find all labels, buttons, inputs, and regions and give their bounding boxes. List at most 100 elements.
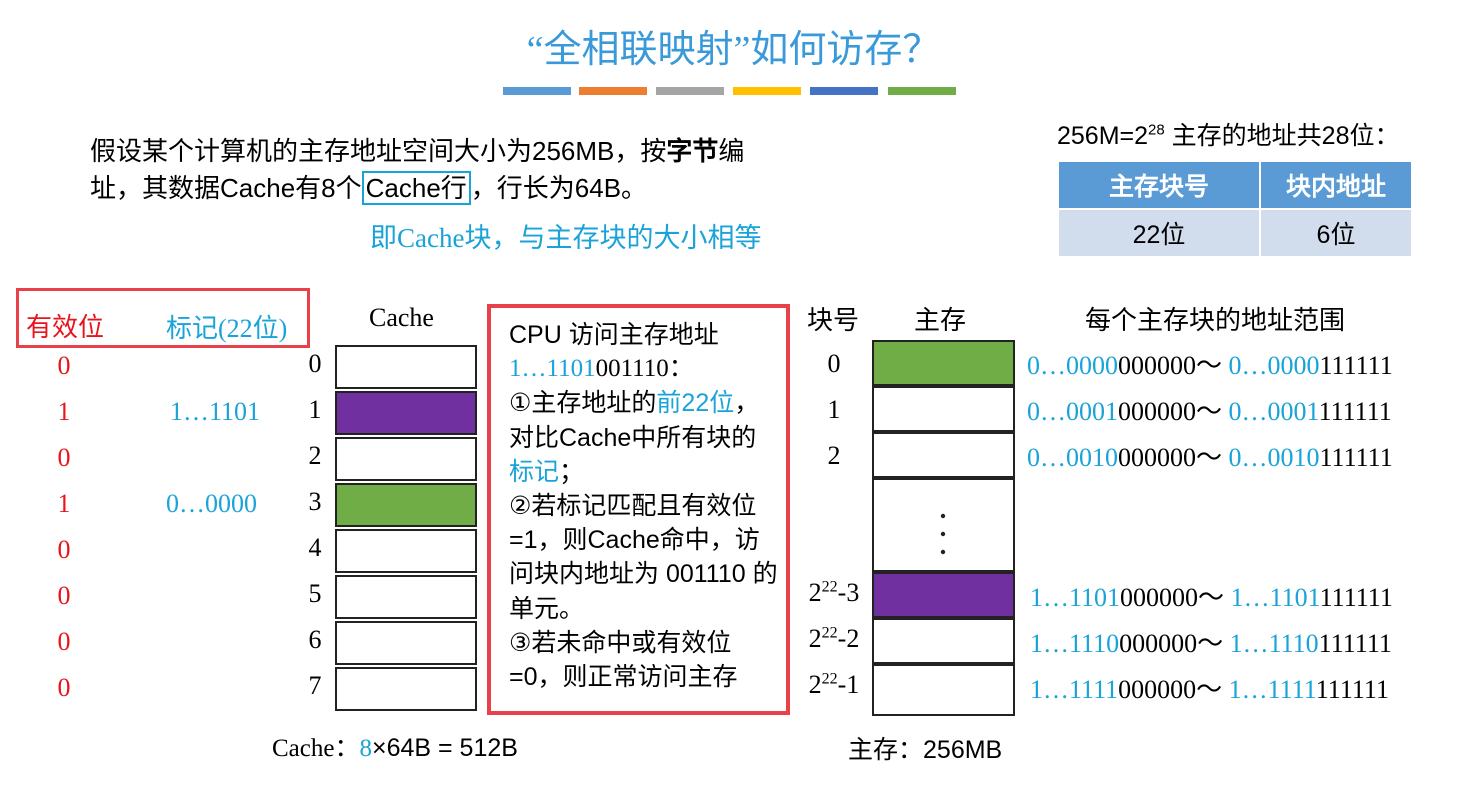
cache-line-highlight: Cache行 xyxy=(361,171,471,205)
range-part: 111111 xyxy=(1319,397,1392,426)
step-1-highlight: 前22位 xyxy=(656,389,735,418)
cache-line-index: 6 xyxy=(308,625,322,654)
valid-bit: 0 xyxy=(57,581,71,610)
block-number-header: 块号 xyxy=(807,306,860,335)
range-part: 0…0010 xyxy=(1027,443,1118,472)
memory-block xyxy=(872,432,1015,478)
intro-line-2-a: 址，其数据Cache有8个 xyxy=(90,173,362,203)
address-range: 0…0010000000～ 0…0010111111 xyxy=(1027,437,1393,474)
memory-block xyxy=(872,340,1015,386)
step-1-c: ； xyxy=(559,457,585,486)
block-number-base: 2 xyxy=(808,670,822,699)
valid-bit: 0 xyxy=(57,627,71,656)
cache-line xyxy=(335,575,477,619)
valid-bit: 0 xyxy=(57,443,71,472)
block-number: 1 xyxy=(796,395,872,425)
cpu-address-tag: 1…1101 xyxy=(509,355,596,383)
intro-line-1-a: 假设某个计算机的主存地址空间大小为256MB，按 xyxy=(90,136,667,166)
memory-size-value: 256MB xyxy=(923,736,1003,764)
valid-bit: 0 xyxy=(57,673,71,702)
range-part: 0…0010 xyxy=(1228,443,1320,472)
range-part: 111111 xyxy=(1319,351,1393,380)
address-range: 0…0000000000～ 0…0000111111 xyxy=(1027,345,1393,382)
range-part: 000000～ xyxy=(1118,443,1229,472)
value-block-number: 22位 xyxy=(1057,208,1261,258)
block-number-base: 2 xyxy=(808,578,822,607)
cpu-step-2: ②若标记匹配且有效位=1，则Cache命中，访问块内地址为 001110 的单元… xyxy=(509,492,778,623)
range-part: 1…1111 xyxy=(1228,675,1317,704)
cache-line xyxy=(335,621,477,665)
block-number-base: 2 xyxy=(808,624,822,653)
cache-size-count: 8 xyxy=(359,735,372,762)
range-part: 111111 xyxy=(1319,443,1393,472)
address-range: 0…0001000000～ 0…0001111111 xyxy=(1027,391,1392,428)
block-number-suffix: -1 xyxy=(837,670,860,699)
block-number-suffix: -2 xyxy=(837,624,860,653)
intro-line-2: 址，其数据Cache有8个 Cache行 ，行长为64B。 xyxy=(90,170,810,207)
memory-size: 主存：256MB xyxy=(848,730,1002,766)
valid-bit: 0 xyxy=(57,535,71,564)
cpu-access-steps: CPU 访问主存地址 1…1101001110： ①主存地址的前22位，对比Ca… xyxy=(509,318,781,694)
step-1-tag: 标记 xyxy=(509,457,560,486)
block-number: 222-1 xyxy=(796,670,872,700)
intro-bold-word: 字节 xyxy=(666,136,719,166)
cache-block-note: 即Cache块，与主存块的大小相等 xyxy=(370,223,762,253)
range-part: 1…1110 xyxy=(1229,629,1319,658)
address-range: 1…1110000000～ 1…1110111111 xyxy=(1030,623,1392,660)
color-bar-6 xyxy=(888,87,956,95)
range-part: 000000～ xyxy=(1118,351,1229,380)
step-1-a: ①主存地址的 xyxy=(509,389,657,418)
block-number: 222-3 xyxy=(796,578,872,608)
header-block-offset: 块内地址 xyxy=(1259,160,1413,210)
block-number-base: 2 xyxy=(827,441,841,470)
block-number-base: 0 xyxy=(827,349,841,378)
page-title: “全相联映射”如何访存？ xyxy=(526,29,941,71)
range-part: 1…1110 xyxy=(1030,629,1120,658)
valid-bit: 1 xyxy=(57,489,71,518)
block-number-suffix: -3 xyxy=(837,578,860,607)
range-part: 1…1111 xyxy=(1030,675,1119,704)
range-part: 111111 xyxy=(1318,629,1392,658)
cache-size-label: Cache： xyxy=(272,735,360,762)
cpu-line-1: CPU 访问主存地址 xyxy=(509,321,719,349)
cache-line xyxy=(335,667,477,711)
address-range: 1…1101000000～ 1…1101111111 xyxy=(1030,577,1393,614)
intro-line-2-b: ，行长为64B。 xyxy=(470,173,648,203)
cache-line xyxy=(335,483,477,527)
cpu-step-3: ③若未命中或有效位=0，则正常访问主存 xyxy=(509,628,738,692)
address-formula: 256M=228 主存的地址共28位： xyxy=(1057,116,1400,152)
ellipsis-dot xyxy=(940,506,946,519)
address-range: 1…1111000000～ 1…1111111111 xyxy=(1030,669,1389,706)
color-bar-4 xyxy=(733,87,801,95)
address-format-table: 主存块号 块内地址 22位 6位 xyxy=(1057,160,1413,258)
block-number-exponent: 22 xyxy=(821,578,838,596)
range-part: 0…0000 xyxy=(1027,351,1118,380)
ellipsis-dot xyxy=(940,542,946,555)
cache-line-index: 3 xyxy=(308,487,322,516)
range-part: 111111 xyxy=(1320,583,1393,612)
tag-header: 标记(22位) xyxy=(166,314,288,343)
cache-line-index: 2 xyxy=(308,441,322,470)
address-value-row: 22位 6位 xyxy=(1057,208,1413,258)
memory-block xyxy=(872,664,1015,716)
block-number-exponent: 22 xyxy=(821,624,838,642)
block-number: 222-2 xyxy=(796,624,872,654)
cache-line-index: 7 xyxy=(308,671,322,700)
valid-bit-header: 有效位 xyxy=(26,313,105,342)
cache-line-index: 1 xyxy=(308,395,322,424)
cache-line xyxy=(335,437,477,481)
memory-block xyxy=(872,572,1015,618)
tag-value: 1…1101 xyxy=(170,397,261,426)
cache-line xyxy=(335,345,477,389)
range-part: 000000～ xyxy=(1119,629,1230,658)
range-part: 111111 xyxy=(1316,675,1389,704)
formula-base: 256M=2 xyxy=(1057,122,1149,150)
valid-bit: 0 xyxy=(57,351,71,380)
range-part: 0…0000 xyxy=(1228,351,1320,380)
range-part: 0…0001 xyxy=(1027,397,1118,426)
range-part: 000000～ xyxy=(1120,583,1231,612)
color-bar-1 xyxy=(503,87,571,95)
color-bar-5 xyxy=(810,87,878,95)
cache-line-index: 0 xyxy=(308,349,322,378)
cache-size-rest: ×64B = 512B xyxy=(371,734,518,762)
